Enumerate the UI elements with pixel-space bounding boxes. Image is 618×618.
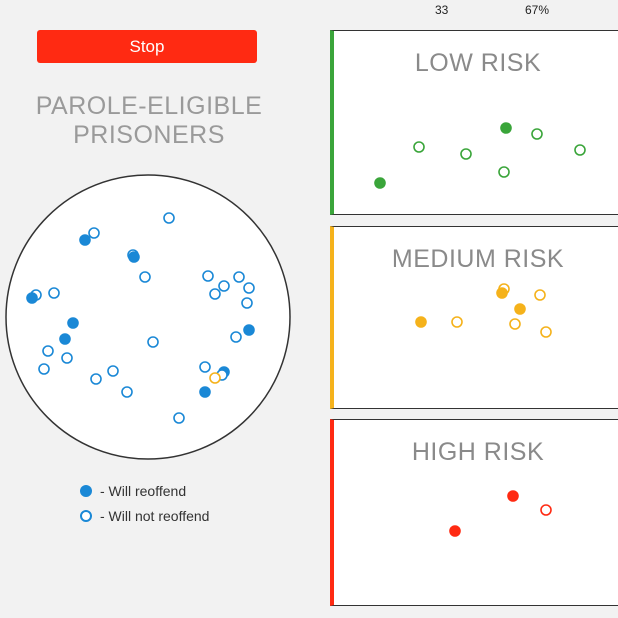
pool-title-line2: PRISONERS [73,121,225,149]
high-risk-dots [449,490,552,537]
legend-not-reoffend-label: - Will not reoffend [100,507,210,524]
prisoner-dot-reoffend [59,333,71,345]
prisoner-dot-reoffend [415,316,427,328]
prisoner-dot [199,361,211,373]
prisoner-dot [48,287,60,299]
prisoner-dot [42,345,54,357]
prisoner-dot [61,352,73,364]
pool-dots [26,212,255,424]
prisoner-dot-reoffend [128,251,140,263]
prisoner-dot [531,128,543,140]
medium-risk-dots [415,283,552,338]
pool-title: PAROLE-ELIGIBLE PRISONERS [0,92,298,150]
top-stats: 33 67% [0,0,618,20]
prisoner-dot [209,372,221,384]
prisoner-dot [163,212,175,224]
low-risk-panel: LOW RISK [330,30,618,215]
released-count: 33 [435,3,449,17]
prisoner-dot-reoffend [374,177,386,189]
low-risk-title: LOW RISK [414,49,542,77]
prisoner-dot-reoffend [496,287,508,299]
stop-button[interactable]: Stop [37,30,257,63]
prisoner-dot [139,271,151,283]
prisoner-dot-reoffend [507,490,519,502]
prisoner-dot [509,318,521,330]
prisoner-dot [90,373,102,385]
released-percent: 67% [525,3,550,17]
prisoner-dot [147,336,159,348]
medium-risk-panel: MEDIUM RISK [330,226,618,409]
prisoner-dot [88,227,100,239]
legend: - Will reoffend - Will not reoffend [80,478,209,528]
prisoner-dot [241,297,253,309]
prisoner-dot-reoffend [67,317,79,329]
prisoner-dot-reoffend [26,292,38,304]
prisoner-dot [209,288,221,300]
prisoner-dot [243,282,255,294]
prisoner-dot [121,386,133,398]
prisoner-dot [218,280,230,292]
high-risk-title: HIGH RISK [411,438,545,466]
legend-reoffend-label: - Will reoffend [100,482,187,499]
prisoner-dot [540,326,552,338]
prisoner-dot [233,271,245,283]
prisoner-dot [460,148,472,160]
prisoner-dot [451,316,463,328]
prisoner-dot-reoffend [449,525,461,537]
prisoner-dot [540,504,552,516]
prisoner-dot [202,270,214,282]
prisoner-dot-reoffend [79,234,91,246]
prisoner-dot [173,412,185,424]
pool-boundary [5,174,291,460]
prisoner-dot [498,166,510,178]
prisoner-dot [534,289,546,301]
hollow-dot-icon [80,509,92,522]
prisoner-dot-reoffend [500,122,512,134]
pool-title-line1: PAROLE-ELIGIBLE [35,92,263,120]
prisoner-dot-reoffend [199,386,211,398]
prisoner-dot [230,331,242,343]
prisoner-dot [38,363,50,375]
prisoner-dot [107,365,119,377]
legend-not-reoffend: - Will not reoffend [80,503,209,528]
prisoner-dot-reoffend [514,303,526,315]
prisoner-dot [413,141,425,153]
prisoner-dot-reoffend [243,324,255,336]
low-risk-dots [374,122,586,189]
legend-reoffend: - Will reoffend [80,478,209,503]
prisoner-pool [5,174,291,460]
medium-risk-title: MEDIUM RISK [391,245,565,273]
prisoner-dot [574,144,586,156]
high-risk-panel: HIGH RISK [330,419,618,606]
filled-dot-icon [80,484,92,497]
